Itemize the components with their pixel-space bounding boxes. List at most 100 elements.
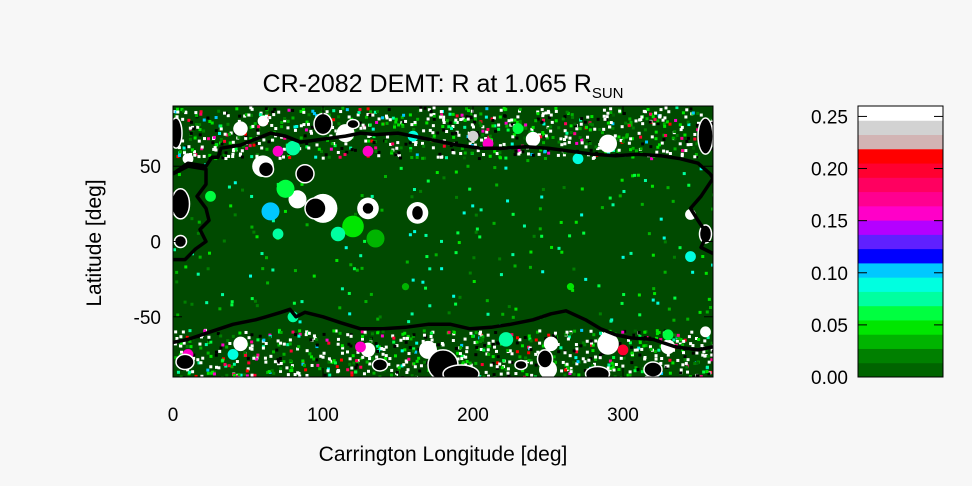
heatmap-cell	[233, 149, 237, 153]
heatmap-cell	[554, 119, 558, 123]
heatmap-cell	[438, 152, 442, 156]
heatmap-cell	[626, 373, 630, 377]
heatmap-cell	[252, 356, 256, 360]
heatmap-cell	[597, 146, 601, 150]
heatmap-cell	[693, 137, 697, 141]
no-data-region	[536, 349, 554, 369]
heatmap-cell	[188, 339, 192, 343]
heatmap-cell	[643, 128, 647, 132]
heatmap-cell	[177, 173, 181, 177]
heatmap-cell	[689, 375, 693, 377]
heatmap-cell	[563, 373, 567, 377]
heatmap-cell	[368, 123, 372, 127]
heatmap-cell	[511, 315, 515, 319]
colorbar-swatch	[858, 134, 943, 150]
heatmap-cell	[202, 129, 206, 133]
heatmap-cell	[629, 148, 633, 152]
heatmap-cell	[594, 355, 598, 359]
heatmap-cell	[397, 366, 401, 370]
heatmap-cell	[391, 142, 395, 146]
heatmap-cell	[585, 339, 589, 343]
heatmap-cell	[188, 126, 192, 130]
heatmap-cell	[251, 124, 255, 128]
heatmap-cell	[693, 132, 697, 136]
heatmap-cell	[673, 296, 677, 300]
heatmap-cell	[354, 370, 358, 374]
heatmap-cell	[475, 131, 479, 135]
heatmap-cell	[405, 336, 409, 340]
colorbar-swatch	[858, 262, 943, 278]
heatmap-cell	[518, 355, 522, 359]
heatmap-cell	[545, 136, 549, 140]
heatmap-cell	[666, 353, 670, 357]
heatmap-cell	[564, 332, 568, 336]
heatmap-cell	[652, 287, 656, 291]
heatmap-cell	[291, 108, 295, 112]
heatmap-cell	[349, 334, 353, 338]
heatmap-cell	[578, 360, 582, 364]
heatmap-cell	[498, 151, 502, 155]
heatmap-cell	[315, 358, 319, 362]
heatmap-cell	[498, 115, 502, 119]
heatmap-cell	[401, 332, 405, 336]
heatmap-cell	[578, 135, 582, 139]
heatmap-cell	[547, 127, 551, 131]
heatmap-cell	[282, 352, 286, 356]
heatmap-cell	[603, 117, 607, 121]
heatmap-cell	[485, 352, 489, 356]
heatmap-cell	[442, 144, 446, 148]
heatmap-cell	[541, 112, 545, 116]
heatmap-cell	[326, 369, 330, 373]
heatmap-cell	[304, 333, 308, 337]
heatmap-cell	[689, 143, 693, 147]
heatmap-cell	[644, 344, 648, 348]
heatmap-cell	[425, 121, 429, 125]
heatmap-cell	[668, 358, 672, 362]
heatmap-cell	[597, 284, 601, 288]
heatmap-cell	[587, 358, 591, 362]
heatmap-cell	[352, 361, 356, 365]
colorbar-swatch	[858, 191, 943, 207]
colorbar-frame	[857, 105, 944, 378]
heatmap-cell	[367, 139, 371, 143]
heatmap-cell	[470, 109, 474, 113]
heatmap-cell	[551, 334, 555, 338]
heatmap-cell	[523, 375, 527, 377]
heatmap-cell	[651, 115, 655, 119]
no-data-region	[173, 117, 183, 149]
heatmap-cell	[300, 182, 304, 186]
heatmap-cell	[301, 361, 305, 365]
heatmap-cell	[468, 271, 472, 275]
heatmap-cell	[347, 342, 351, 346]
heatmap-cell	[208, 251, 212, 255]
heatmap-cell	[392, 336, 396, 340]
heatmap-cell	[529, 359, 533, 363]
colorbar-swatch	[858, 334, 943, 349]
heatmap-cell	[672, 255, 676, 259]
colorbar-tick-label: 0.20	[811, 160, 848, 181]
heatmap-cell	[674, 118, 678, 122]
heatmap-cell	[675, 106, 679, 110]
heatmap-cell	[354, 212, 358, 216]
heatmap-cell	[174, 330, 178, 334]
heatmap-cell	[368, 113, 372, 117]
heatmap-cell	[671, 199, 675, 203]
heatmap-cell	[654, 137, 658, 141]
heatmap-cell	[484, 115, 488, 119]
heatmap-cell	[419, 364, 423, 368]
heatmap-cell	[227, 132, 231, 136]
heatmap-cell	[584, 277, 588, 281]
colorbar-tick-label: 0.10	[811, 264, 848, 285]
heatmap-cell	[627, 141, 631, 145]
heatmap-cell	[442, 120, 446, 124]
heatmap-feature	[512, 123, 524, 135]
heatmap-cell	[506, 199, 510, 203]
heatmap-feature	[272, 145, 284, 157]
heatmap-cell	[643, 178, 647, 182]
heatmap-cell	[227, 185, 231, 189]
heatmap-cell	[639, 118, 643, 122]
heatmap-cell	[473, 143, 477, 147]
heatmap-cell	[506, 349, 510, 353]
heatmap-cell	[538, 227, 542, 231]
heatmap-cell	[219, 127, 223, 131]
